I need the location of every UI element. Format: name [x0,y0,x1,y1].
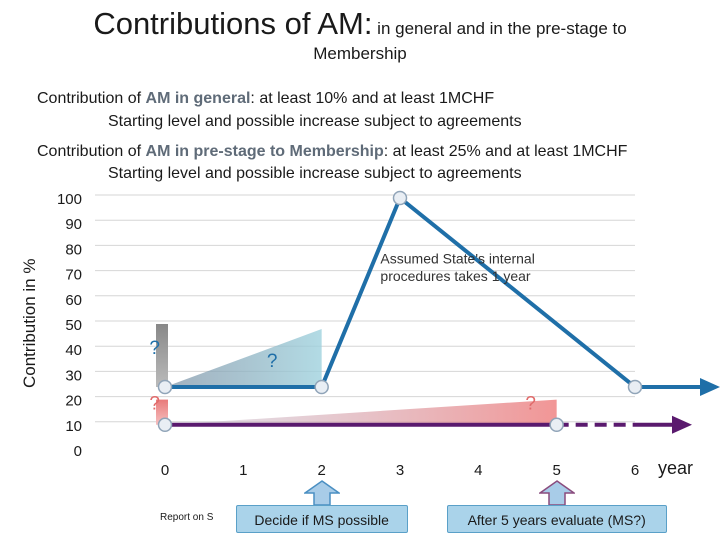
note-general-suffix: : at least 10% and at least 1MCHF [250,90,495,107]
callout-box: After 5 years evaluate (MS?) [446,505,667,533]
note-prestage-sub: Starting level and possible increase sub… [108,165,522,182]
callout-box: Decide if MS possible [235,505,408,533]
title-line2: Membership [313,44,407,63]
y-tick-label: 100 [57,191,82,208]
y-tick-label: 30 [65,367,82,384]
note-general: Contribution of AM in general: at least … [37,90,494,108]
increase-wedge-red [165,399,557,425]
x-tick-label: 0 [161,462,169,479]
y-tick-label: 70 [65,267,82,284]
y-tick-label: 50 [65,317,82,334]
annotation-text: procedures takes 1 year [380,268,531,284]
data-point-blue [392,190,408,206]
increase-wedge-blue [165,329,322,387]
note-prestage-prefix: Contribution of [37,143,146,160]
series-blue-arrowhead [700,378,720,396]
title-rest: in general and in the pre-stage to [372,19,627,38]
note-prestage: Contribution of AM in pre-stage to Membe… [37,143,627,161]
uncertain-bar-gray [156,324,168,387]
series-purple-arrowhead [672,415,692,434]
y-tick-label: 80 [65,241,82,258]
data-point-blue [314,379,329,395]
data-point-blue [157,379,173,395]
y-tick-label: 20 [65,393,82,410]
data-point-purple [549,417,564,433]
callout-up-arrow [538,480,575,506]
x-tick-label: 3 [396,462,404,479]
question-mark-annotation: ? [267,351,278,372]
note-general-bold: AM in general [145,90,251,107]
page-title: Contributions of AM: in general and in t… [0,6,720,42]
annotation-text: Assumed State's internal [380,251,534,267]
data-point-blue [627,379,643,395]
title-main: Contributions of AM: [93,6,373,41]
x-axis-label: year [658,458,693,478]
y-tick-label: 40 [65,342,82,359]
x-tick-label: 2 [317,462,325,479]
x-tick-label: 4 [474,462,482,479]
y-tick-label: 10 [65,418,82,435]
question-mark-annotation: ? [525,394,536,415]
question-mark-annotation: ? [149,394,160,415]
note-prestage-bold: AM in pre-stage to Membership [145,143,384,160]
note-general-sub: Starting level and possible increase sub… [108,113,522,130]
y-tick-label: 0 [74,443,82,460]
question-mark-annotation: ? [149,338,160,359]
callout-up-arrow [303,480,340,506]
y-tick-label: 60 [65,292,82,309]
footer-report-text: Report on S [160,512,214,523]
data-point-purple [157,417,173,433]
note-general-prefix: Contribution of [37,90,146,107]
x-tick-label: 5 [552,462,560,479]
y-tick-label: 90 [65,216,82,233]
x-tick-label: 6 [631,462,639,479]
note-prestage-suffix: : at least 25% and at least 1MCHF [383,143,628,160]
series-line-blue [165,194,637,389]
x-tick-label: 1 [239,462,247,479]
